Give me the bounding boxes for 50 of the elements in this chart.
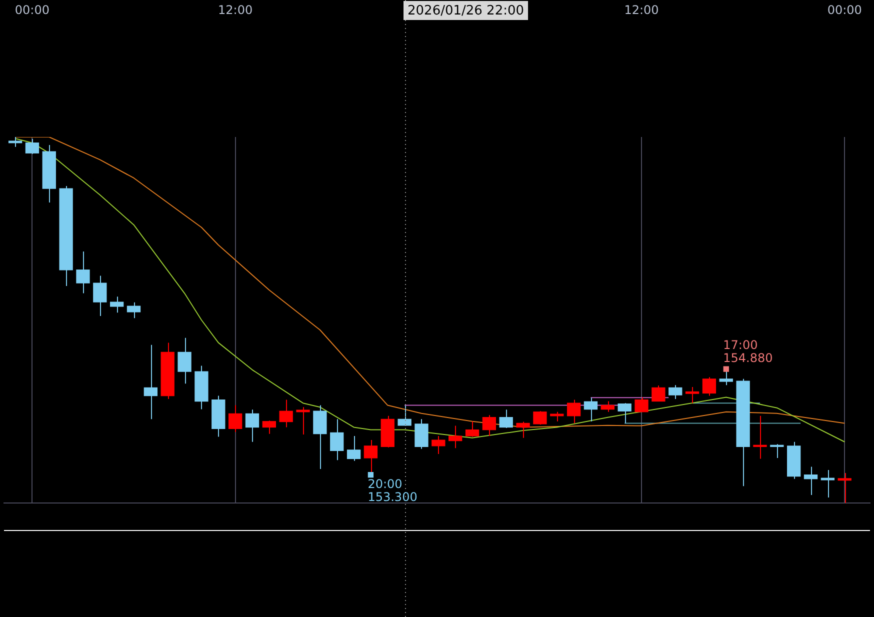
candlestick — [753, 415, 767, 460]
candlestick — [245, 409, 260, 442]
annotation: 154.880 — [723, 351, 773, 366]
candlestick — [178, 337, 192, 384]
candlestick — [668, 384, 682, 400]
candlestick — [313, 404, 327, 470]
candlestick — [262, 420, 276, 434]
candlestick — [160, 342, 174, 400]
candlestick — [685, 386, 700, 404]
candlestick — [42, 144, 56, 204]
candlestick — [126, 302, 141, 319]
candlestick — [8, 136, 22, 148]
candlestick — [618, 402, 632, 424]
candlestick — [330, 418, 344, 461]
candlestick — [820, 470, 835, 498]
annotation: 17:00 — [723, 338, 758, 352]
x-tick-label: 12:00 — [624, 3, 659, 18]
candlestick — [212, 395, 226, 438]
annotation: 20:00 — [368, 476, 402, 491]
candlestick — [533, 410, 547, 426]
candlestick — [736, 378, 750, 487]
candlestick — [702, 376, 716, 396]
candlestick — [787, 441, 801, 480]
candlestick — [499, 409, 513, 428]
candlestick — [380, 415, 394, 448]
candlestick — [465, 420, 480, 438]
candlestick — [652, 385, 666, 402]
x-tick-label: 00:00 — [827, 3, 862, 18]
candlestick — [228, 404, 242, 432]
candlestick — [516, 421, 530, 438]
candlestick — [414, 418, 428, 450]
candlestick — [194, 365, 208, 410]
candlestick — [296, 406, 310, 436]
candlestick — [634, 396, 648, 412]
candlestick — [59, 186, 73, 286]
candlestick — [25, 138, 40, 154]
candlestick — [838, 472, 852, 504]
candlestick — [482, 414, 496, 437]
candlestick — [448, 425, 462, 449]
candlestick — [432, 436, 446, 454]
candlestick — [398, 405, 412, 426]
annotation: 153.300 — [368, 490, 418, 504]
candlestick — [346, 436, 361, 462]
candlestick — [76, 251, 90, 294]
candlestick — [110, 296, 124, 314]
candlestick — [93, 275, 107, 316]
x-tick-label: 12:00 — [218, 3, 253, 18]
candlestick — [550, 411, 564, 422]
x-tick-label: 00:00 — [14, 3, 50, 18]
ref-line-label: 2026/01/26 22:00 — [408, 3, 524, 18]
